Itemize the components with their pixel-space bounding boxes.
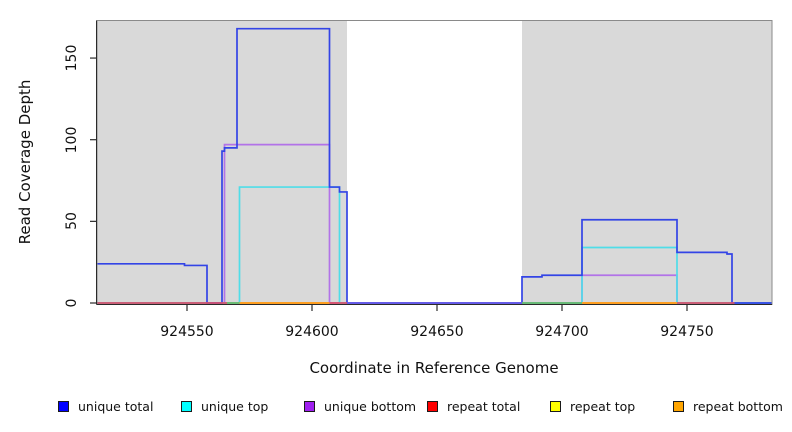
x-axis-label: Coordinate in Reference Genome <box>309 359 559 377</box>
x-tick-label: 924650 <box>410 324 464 340</box>
legend-item-label: unique top <box>201 398 269 414</box>
legend-item-unique-top: unique top <box>181 398 269 414</box>
x-tick-label: 924550 <box>160 324 214 340</box>
shaded-region <box>522 20 772 305</box>
legend-item-repeat-total: repeat total <box>427 398 521 414</box>
legend-item-repeat-bottom: repeat bottom <box>673 398 783 414</box>
axes <box>90 20 773 311</box>
x-tick-label: 924750 <box>660 324 714 340</box>
legend-swatch <box>304 400 315 412</box>
legend-item-repeat-top: repeat top <box>550 398 636 414</box>
legend-item-label: repeat bottom <box>693 398 783 414</box>
legend-item-unique-bottom: unique bottom <box>304 398 417 414</box>
legend-swatch <box>427 400 438 412</box>
legend-item-label: repeat top <box>570 398 636 414</box>
legend-swatch <box>181 400 192 412</box>
legend-swatch <box>58 400 69 412</box>
legend-item-label: repeat total <box>447 398 521 414</box>
x-tick-label: 924700 <box>535 324 589 340</box>
x-tick-label: 924600 <box>285 324 339 340</box>
legend-swatch <box>673 400 684 412</box>
legend-swatch <box>550 400 561 412</box>
shaded-regions <box>97 20 772 305</box>
legend-item-unique-total: unique total <box>58 398 154 414</box>
legend-item-label: unique bottom <box>324 398 417 414</box>
legend-item-label: unique total <box>78 398 154 414</box>
